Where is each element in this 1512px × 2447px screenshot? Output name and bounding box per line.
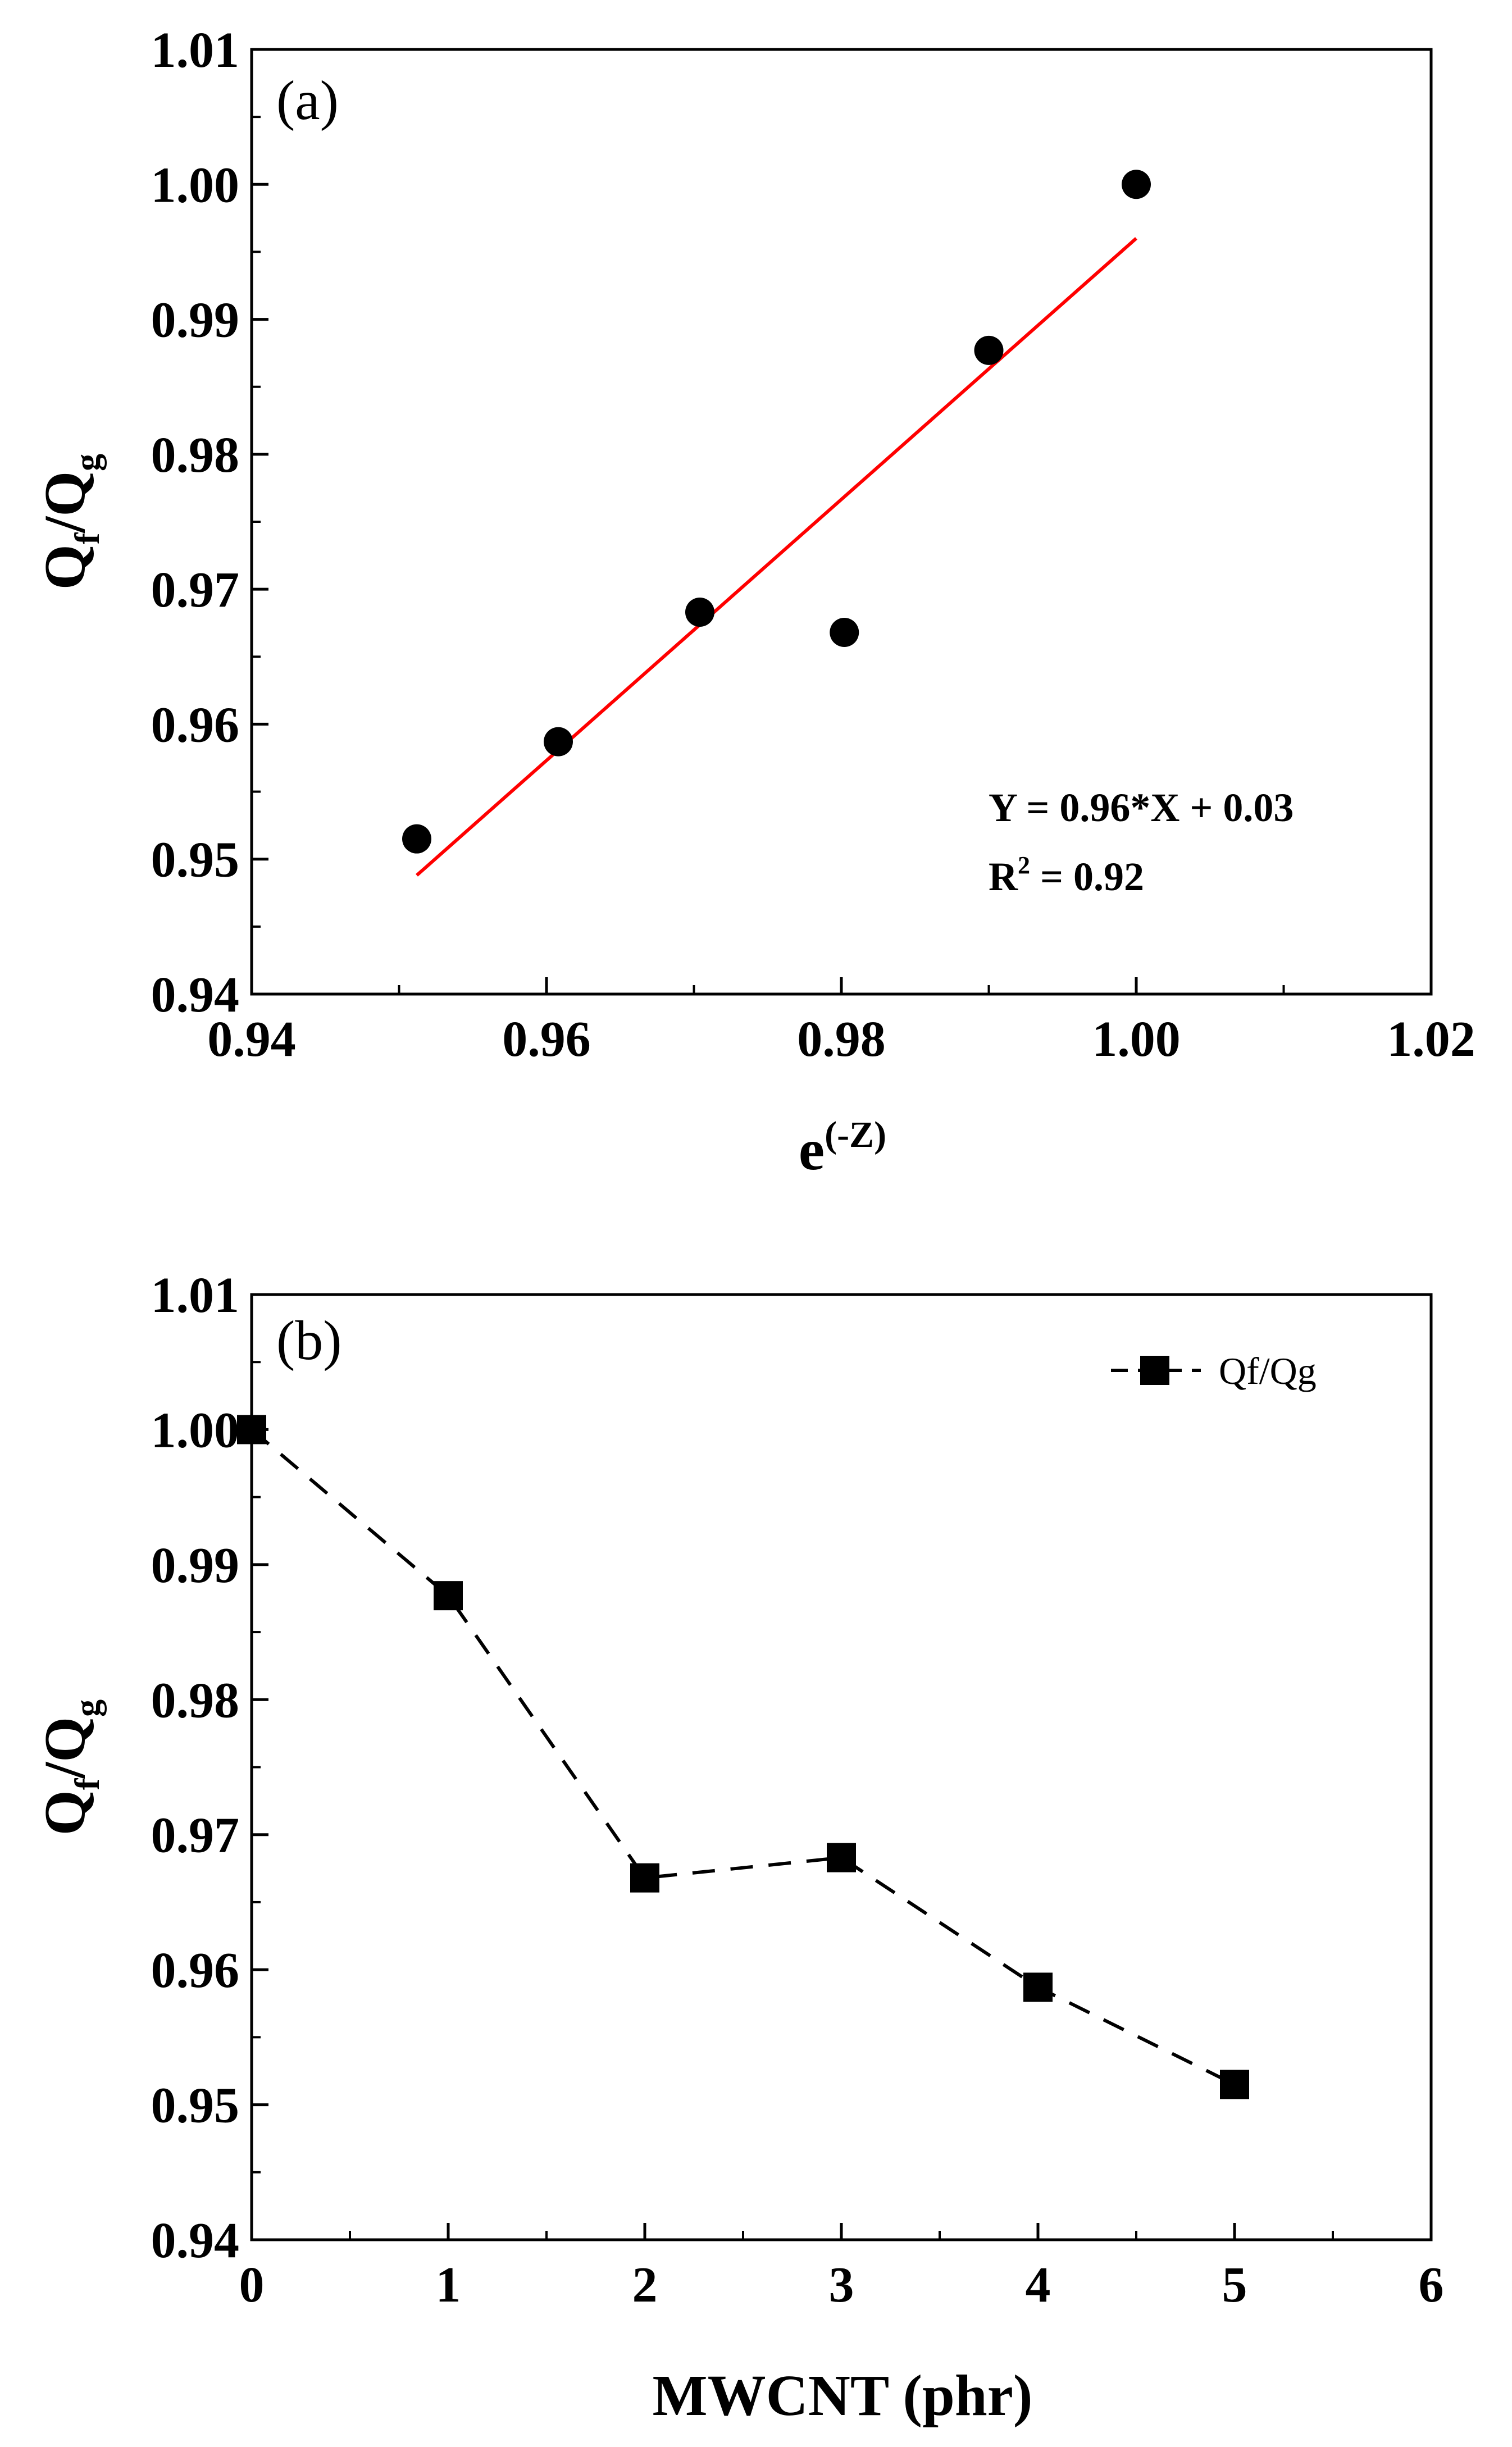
y-tick-label: 1.00 <box>151 157 240 213</box>
series-line-qf-qg <box>251 1428 1236 2086</box>
data-point <box>1023 1972 1053 2002</box>
r2-superscript: 2 <box>1018 851 1030 879</box>
y-title-sub2: g <box>69 454 107 471</box>
legend-square-marker <box>1140 1356 1169 1385</box>
panel-b-legend: Qf/Qg <box>1111 1350 1317 1392</box>
y-tick-label: 0.99 <box>151 293 240 348</box>
panel-b-y-axis-title: Qf/Qg <box>33 1699 107 1835</box>
y-tick-label: 0.96 <box>151 1943 240 1998</box>
data-point <box>1122 170 1151 199</box>
data-point <box>1220 2070 1249 2099</box>
x-title-superscript: (-Z) <box>825 1114 886 1155</box>
svg-text:Qf/Qg: Qf/Qg <box>33 454 107 590</box>
y-tick-label: 0.94 <box>151 2213 240 2268</box>
data-point <box>685 597 714 627</box>
x-tick-label: 0.94 <box>207 1011 296 1067</box>
y-title-slash: / <box>33 1762 97 1780</box>
y-tick-label: 0.98 <box>151 1673 240 1728</box>
y-tick-label: 0.97 <box>151 1808 240 1863</box>
data-point <box>402 824 431 854</box>
y-tick-label: 1.01 <box>151 22 240 78</box>
x-tick-label: 0.98 <box>797 1011 886 1067</box>
y-tick-label: 0.94 <box>151 967 240 1023</box>
legend-label: Qf/Qg <box>1219 1350 1317 1392</box>
x-tick-label: 0 <box>239 2257 265 2313</box>
r2-value: = 0.92 <box>1030 854 1144 899</box>
data-point <box>544 727 573 757</box>
data-point <box>630 1863 659 1893</box>
panel-b-x-axis-title: MWCNT (phr) <box>653 2363 1033 2428</box>
x-tick-label: 6 <box>1419 2257 1444 2313</box>
panel-a-label: (a) <box>276 69 339 131</box>
r2-prefix: R <box>989 854 1018 899</box>
x-tick-label: 2 <box>632 2257 658 2313</box>
svg-text:Qf/Qg: Qf/Qg <box>33 1699 107 1835</box>
y-title-q2: Q <box>33 471 97 517</box>
data-point <box>827 1843 856 1872</box>
x-tick-label: 3 <box>829 2257 854 2313</box>
linear-fit-line <box>416 237 1137 877</box>
x-tick-label: 1 <box>436 2257 461 2313</box>
panel-b-label: (b) <box>276 1309 342 1371</box>
x-tick-label: 5 <box>1222 2257 1247 2313</box>
y-tick-label: 0.95 <box>151 2078 240 2134</box>
y-title-slash: / <box>33 516 97 534</box>
data-point <box>830 618 859 648</box>
x-title-base: e <box>799 1118 825 1182</box>
x-tick-label: 4 <box>1026 2257 1051 2313</box>
y-title-sub2: g <box>69 1699 107 1717</box>
panel-a-x-axis-title: e(-Z) <box>799 1114 886 1182</box>
y-tick-label: 0.97 <box>151 562 240 618</box>
panel-b: 0 1 2 3 4 5 6 0.94 0.95 0.96 0.97 0.98 0.99 1.00 1.01… <box>33 1268 1444 2428</box>
x-tick-label: 0.96 <box>502 1011 591 1067</box>
y-title-q2: Q <box>33 1717 97 1762</box>
y-title-sub1: f <box>69 1778 107 1790</box>
y-tick-label: 1.01 <box>151 1268 240 1323</box>
panel-a-fit-equation: Y = 0.96*X + 0.03 <box>989 785 1294 830</box>
x-tick-label: 1.02 <box>1387 1011 1475 1067</box>
data-point <box>434 1581 463 1611</box>
y-title-q1: Q <box>33 544 97 590</box>
y-tick-label: 0.99 <box>151 1538 240 1593</box>
y-tick-label: 0.96 <box>151 697 240 753</box>
panel-a: 0.94 0.96 0.98 1.00 1.02 0.94 0.95 0.96 0.97 0.9… <box>33 22 1475 1182</box>
panel-a-y-axis-title: Qf/Qg <box>33 454 107 590</box>
y-title-sub1: f <box>69 532 107 544</box>
x-tick-label: 1.00 <box>1092 1011 1181 1067</box>
y-tick-label: 1.00 <box>151 1402 240 1458</box>
data-point <box>237 1415 266 1444</box>
y-tick-label: 0.95 <box>151 832 240 888</box>
y-title-q1: Q <box>33 1790 97 1835</box>
panel-a-r-squared: R2 = 0.92 <box>989 851 1144 899</box>
data-point <box>974 335 1004 365</box>
y-tick-label: 0.98 <box>151 427 240 483</box>
